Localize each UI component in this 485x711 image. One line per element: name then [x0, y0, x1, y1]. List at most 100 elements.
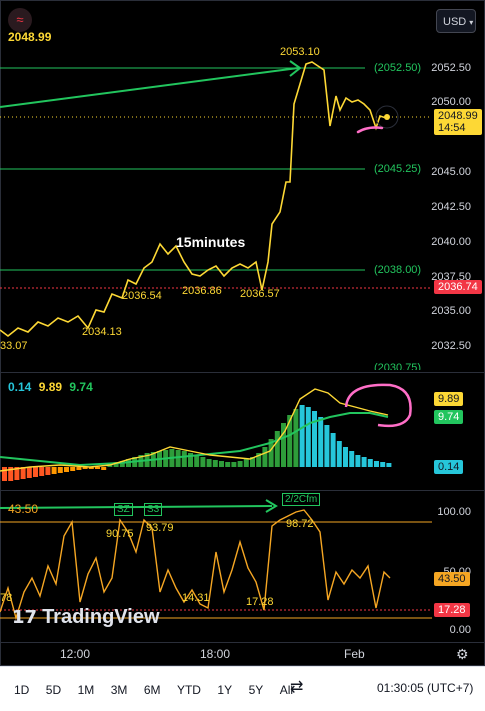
histogram-bar	[324, 425, 330, 467]
range-1d[interactable]: 1D	[14, 683, 30, 697]
histogram-bar	[330, 433, 336, 467]
low-price-label: 2036.54	[122, 290, 162, 302]
level-label: (2045.25)	[374, 163, 422, 175]
currency-button[interactable]: USD ▾	[436, 9, 476, 33]
range-ytd[interactable]: YTD	[176, 683, 201, 697]
legend-value: 9.74	[69, 380, 93, 394]
axis-tick: 2035.00	[431, 305, 471, 317]
histogram-bar	[380, 462, 386, 467]
histogram-bar	[231, 462, 237, 467]
last-price-label: 2048.99	[8, 30, 52, 44]
range-all[interactable]: All	[279, 683, 294, 697]
time-tick: 12:00	[60, 647, 91, 661]
histogram-bar	[343, 447, 348, 467]
range-1m[interactable]: 1M	[77, 683, 95, 697]
level-label: (2030.75)	[374, 362, 422, 370]
level-label: (2038.00)	[374, 264, 422, 276]
oscillator-peak-label: 93.79	[146, 522, 174, 534]
histogram-bar	[219, 461, 224, 467]
histogram-bar	[2, 467, 7, 481]
axis-tick: 2032.50	[431, 340, 471, 352]
histogram-bar	[268, 439, 274, 467]
oscillator-tag-red: 17.28	[434, 603, 470, 617]
settings-gear-icon[interactable]: ⚙	[456, 646, 469, 662]
oscillator-low-label: 78	[0, 592, 13, 604]
histogram-bar	[8, 467, 14, 481]
low-price-label: 33.07	[0, 340, 28, 352]
range-5d[interactable]: 5D	[45, 683, 62, 697]
peak-price-label: 2053.10	[280, 46, 320, 58]
histogram-bar	[45, 467, 51, 475]
signal-box-label: SZ	[114, 503, 133, 516]
histogram-bar	[274, 431, 280, 467]
oscillator-low-label: 17.28	[246, 596, 274, 608]
range-6m[interactable]: 6M	[143, 683, 161, 697]
interval-note: 15minutes	[176, 234, 246, 250]
histogram-bar	[299, 405, 305, 467]
oscillator-chart[interactable]	[0, 492, 432, 642]
histogram-bar	[76, 467, 82, 470]
histogram-bar	[64, 467, 69, 472]
current-price-value: 2048.99	[438, 110, 478, 122]
histogram-bar	[256, 453, 262, 467]
histogram-bar	[200, 457, 206, 467]
histogram-bar	[293, 409, 299, 467]
histogram-bar	[88, 467, 94, 469]
histogram-bar	[262, 447, 268, 467]
histogram-bar	[206, 459, 212, 467]
oscillator-peak-label: 90.75	[106, 528, 134, 540]
oscillator-axis-tick: 0.00	[449, 624, 471, 636]
date-range-calendar-icon[interactable]: ⇄	[290, 679, 304, 696]
histogram-bar	[188, 453, 193, 467]
histogram-bar	[237, 461, 243, 467]
indicator-tag-yellow: 9.89	[434, 392, 464, 406]
histogram-bar	[287, 415, 293, 467]
clock-timezone[interactable]: 01:30:05 (UTC+7)	[377, 681, 474, 695]
histogram-bar	[82, 467, 88, 469]
histogram-bar	[181, 451, 187, 467]
histogram-bar	[51, 467, 57, 474]
histogram-bar	[367, 459, 373, 467]
currency-button-label: USD	[443, 16, 467, 28]
range-5y[interactable]: 5Y	[248, 683, 264, 697]
histogram-bar	[336, 441, 342, 467]
range-selector: 1D 5D 1M 3M 6M YTD 1Y 5Y All	[14, 681, 305, 699]
symbol-logo-icon[interactable]: ≈	[8, 8, 32, 32]
chevron-down-icon: ▾	[469, 18, 474, 27]
range-1y[interactable]: 1Y	[217, 683, 233, 697]
histogram-bar	[33, 467, 38, 477]
price-chart[interactable]	[0, 0, 432, 375]
tradingview-logo: 𝟭𝟳 TradingView	[12, 606, 160, 629]
histogram-bar	[20, 467, 26, 479]
legend-value: 9.89	[38, 380, 63, 394]
red-level-tag: 2036.74	[434, 280, 482, 294]
low-price-label: 2034.13	[82, 326, 122, 338]
indicator-1-legend: 0.14 9.89 9.74	[8, 380, 93, 394]
pane-divider[interactable]	[0, 490, 485, 491]
histogram-bar	[361, 457, 367, 467]
momentum-histogram[interactable]	[0, 375, 432, 490]
axis-tick: 2052.50	[431, 62, 471, 74]
axis-tick: 2050.00	[431, 96, 471, 108]
price-line	[0, 61, 387, 338]
histogram-bar	[119, 461, 125, 467]
low-price-label: 2036.86	[182, 285, 222, 297]
signal-box-label: S3	[144, 503, 163, 516]
indicator-tag-green: 9.74	[434, 410, 464, 424]
range-3m[interactable]: 3M	[110, 683, 128, 697]
axis-tick: 2045.00	[431, 166, 471, 178]
chart-frame[interactable]	[0, 0, 485, 666]
histogram-bar	[355, 455, 361, 467]
bar-countdown: 14:54	[438, 122, 466, 134]
pane-divider[interactable]	[0, 372, 485, 373]
oscillator-legend: 43.50	[8, 502, 39, 516]
level-label: (2052.50)	[374, 62, 422, 74]
oscillator-peak-label: 98.72	[286, 518, 314, 530]
histogram-bar	[281, 423, 286, 467]
axis-tick: 2042.50	[431, 201, 471, 213]
histogram-bar	[349, 451, 355, 467]
histogram-bar	[194, 455, 200, 467]
histogram-bar	[386, 463, 392, 467]
time-tick: Feb	[344, 647, 365, 661]
histogram-bar	[101, 467, 107, 470]
